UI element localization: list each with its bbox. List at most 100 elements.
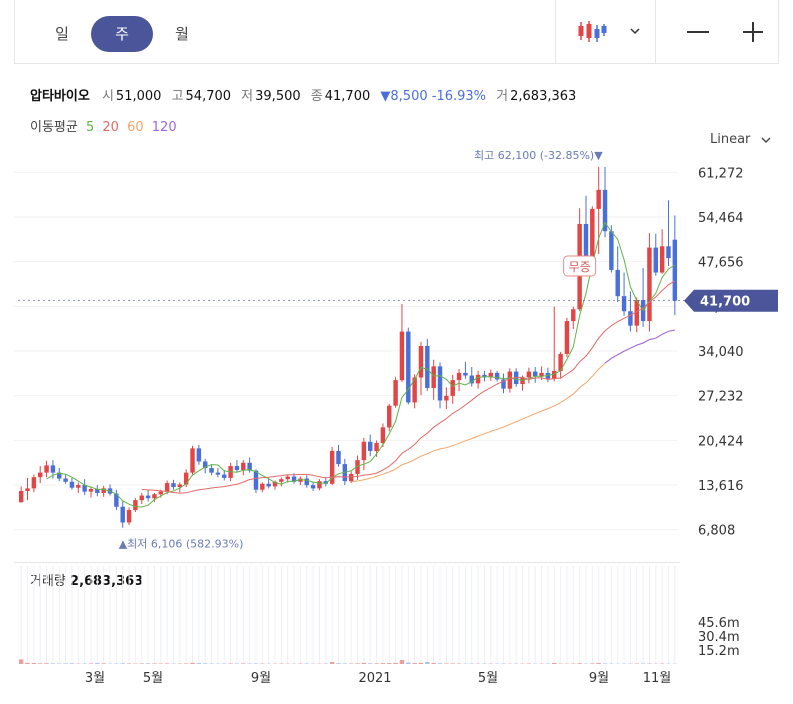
candle-body — [209, 468, 214, 473]
candle-body — [44, 465, 49, 473]
ma-120-line — [604, 329, 675, 364]
volume-tick-label: 15.2m — [698, 644, 740, 659]
y-tick-label: 34,040 — [698, 345, 744, 360]
moving-average-legend[interactable]: 이동평균 5 20 60 120 — [30, 116, 181, 135]
volume-bar — [590, 663, 595, 664]
x-tick-label: 3월 — [85, 671, 105, 686]
candle-body — [323, 481, 329, 484]
close-value: 41,700 — [324, 89, 371, 104]
candle-body — [126, 510, 132, 523]
event-marker-label: 무증 — [569, 260, 591, 274]
zoom-in-button[interactable] — [731, 14, 777, 50]
candle-body — [101, 488, 106, 493]
panel-divider — [14, 562, 680, 563]
volume-bar — [37, 663, 43, 664]
candle-body — [171, 483, 176, 488]
ma-5: 5 — [85, 120, 95, 135]
x-tick-label: 9월 — [589, 671, 609, 686]
candle-body — [488, 372, 494, 378]
y-tick-label: 13,616 — [698, 479, 744, 494]
candle-body — [310, 485, 316, 489]
volume-bar — [101, 663, 106, 664]
candle-body — [222, 474, 227, 478]
stock-name: 압타바이오 — [30, 89, 90, 104]
volume-bar — [577, 663, 582, 664]
y-tick-label: 61,272 — [698, 166, 744, 181]
close-label: 종 — [310, 89, 323, 104]
volume-bar — [69, 663, 75, 664]
candle-body — [336, 450, 341, 465]
chevron-down-icon — [630, 28, 640, 35]
volume-bar — [241, 663, 246, 664]
scale-selector[interactable]: Linear — [710, 132, 771, 147]
candle-body — [120, 506, 125, 523]
volume-bar — [336, 663, 341, 664]
candle-body — [279, 479, 284, 482]
volume-bar — [399, 659, 405, 664]
x-tick-label: 2021 — [358, 671, 391, 686]
candle-body — [539, 372, 544, 377]
high-value: 54,700 — [185, 89, 232, 104]
candle-body — [253, 470, 259, 490]
volume-bar — [425, 662, 430, 664]
x-tick-label: 5월 — [478, 671, 498, 686]
candle-body — [69, 481, 75, 488]
candle-body — [596, 189, 601, 209]
candle-body — [247, 462, 252, 471]
candle-body — [361, 441, 367, 461]
candle-body — [456, 372, 462, 381]
candle-body — [437, 366, 443, 401]
toolbar-divider — [555, 0, 556, 64]
candle-body — [583, 223, 589, 259]
candle-body — [291, 476, 297, 482]
candle-body — [202, 461, 208, 469]
candle-body — [183, 472, 189, 485]
current-price-tag — [684, 289, 778, 312]
candle-body — [602, 189, 608, 232]
volume-bar — [406, 662, 411, 664]
low-label: 저 — [241, 89, 254, 104]
volume-bar — [202, 663, 208, 664]
candle-body — [501, 379, 506, 389]
toolbar-divider — [655, 0, 656, 64]
candle-body — [393, 380, 398, 406]
stock-summary: 압타바이오 시 51,000 고 54,700 저 39,500 종 41,700 ▼8… — [30, 85, 582, 104]
volume-bar — [152, 663, 157, 664]
volume-bar — [25, 662, 30, 664]
candle-body — [285, 476, 290, 480]
candle-body — [260, 483, 265, 490]
candle-body — [431, 366, 436, 388]
candle-body — [241, 462, 246, 470]
candle-body — [425, 346, 430, 388]
volume-bar — [50, 663, 56, 664]
candle-body — [647, 247, 652, 322]
volume-bar — [361, 662, 367, 664]
candle-body — [139, 495, 144, 501]
candle-body — [76, 485, 81, 488]
zoom-out-button[interactable] — [675, 14, 721, 50]
ma-label: 이동평균 — [30, 120, 78, 135]
y-tick-label: 54,464 — [698, 211, 744, 226]
tab-weekly[interactable]: 주 — [91, 16, 153, 52]
volume-bar — [139, 663, 144, 664]
chart-type-button[interactable] — [567, 12, 647, 52]
change-percent: -16.93% — [431, 89, 487, 104]
volume-bar — [228, 663, 233, 664]
tab-monthly[interactable]: 월 — [175, 25, 189, 43]
tab-daily[interactable]: 일 — [55, 25, 69, 43]
candle-body — [272, 481, 278, 487]
volume-bar — [387, 663, 392, 664]
candle-body — [387, 405, 392, 428]
candle-body — [317, 481, 322, 489]
volume-tick-label: 30.4m — [698, 630, 740, 645]
candle-body — [621, 296, 627, 312]
candlestick-icon — [578, 21, 607, 42]
candle-body — [494, 372, 500, 380]
volume-bar — [418, 662, 424, 664]
volume-bar — [552, 662, 557, 664]
candle-body — [463, 372, 468, 376]
scale-label: Linear — [710, 132, 751, 147]
minus-icon — [687, 31, 709, 33]
candle-body — [475, 374, 481, 384]
